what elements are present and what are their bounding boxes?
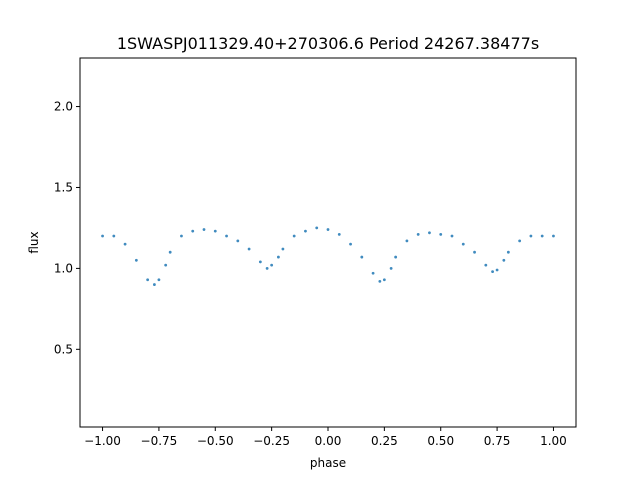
data-point — [258, 260, 262, 264]
x-tick-label: −0.75 — [141, 434, 178, 448]
y-tick-label: 0.5 — [54, 342, 73, 356]
y-tick-label: 2.0 — [54, 100, 73, 114]
x-tick-label: −1.00 — [84, 434, 121, 448]
data-point — [518, 239, 522, 243]
x-tick-label: 0.25 — [371, 434, 398, 448]
x-tick-label: 0.75 — [484, 434, 511, 448]
data-point — [292, 234, 296, 238]
data-point — [382, 278, 386, 282]
data-point — [405, 239, 409, 243]
data-point — [394, 255, 398, 259]
data-point — [506, 250, 510, 254]
data-point — [277, 255, 280, 259]
data-point — [349, 242, 352, 246]
data-point — [164, 263, 168, 267]
data-point — [134, 258, 138, 262]
data-point — [540, 234, 544, 238]
data-point — [180, 234, 183, 238]
data-point — [378, 279, 382, 283]
data-point — [315, 226, 319, 230]
y-axis-label: flux — [27, 231, 41, 253]
data-point — [281, 247, 285, 251]
data-point — [270, 263, 274, 267]
data-point — [484, 263, 488, 267]
x-tick-label: −0.50 — [197, 434, 234, 448]
x-axis: −1.00 −0.75 −0.50 −0.25 0.00 0.25 0.50 0.75 1.00 — [84, 427, 567, 448]
data-point — [416, 233, 420, 236]
data-point — [428, 231, 431, 235]
data-point — [265, 266, 269, 270]
y-tick-label: 1.5 — [54, 180, 73, 194]
data-point — [552, 234, 555, 238]
data-point — [157, 278, 161, 282]
x-tick-label: 1.00 — [540, 434, 567, 448]
data-point — [236, 239, 240, 243]
data-point — [304, 229, 307, 233]
x-tick-label: 0.00 — [315, 434, 342, 448]
chart-title: 1SWASPJ011329.40+270306.6 Period 24267.3… — [117, 34, 539, 53]
data-point — [360, 255, 364, 259]
data-point — [450, 234, 454, 238]
data-point — [495, 268, 499, 272]
data-point — [502, 258, 506, 262]
data-point — [225, 234, 228, 238]
data-point — [371, 271, 375, 275]
data-point — [202, 228, 206, 231]
data-point — [337, 233, 341, 236]
data-point — [439, 233, 443, 236]
data-point — [153, 283, 156, 286]
plot-frame — [79, 57, 577, 428]
data-point — [529, 234, 533, 238]
x-tick-label: 0.50 — [427, 434, 454, 448]
data-point — [461, 242, 465, 246]
data-point — [326, 228, 330, 231]
data-point — [491, 270, 494, 274]
data-point — [101, 234, 104, 238]
data-point — [146, 278, 150, 282]
data-point — [123, 242, 127, 246]
data-point — [389, 266, 393, 270]
y-tick-label: 1.0 — [54, 261, 73, 275]
data-point — [247, 247, 251, 251]
data-point — [168, 250, 172, 254]
data-point — [191, 229, 195, 233]
data-point — [112, 234, 116, 238]
y-axis: 0.5 1.0 1.5 2.0 — [54, 100, 80, 356]
data-point — [213, 229, 217, 233]
data-point — [473, 250, 476, 254]
x-tick-label: −0.25 — [253, 434, 290, 448]
data-points — [101, 226, 555, 286]
x-axis-label: phase — [310, 456, 346, 470]
